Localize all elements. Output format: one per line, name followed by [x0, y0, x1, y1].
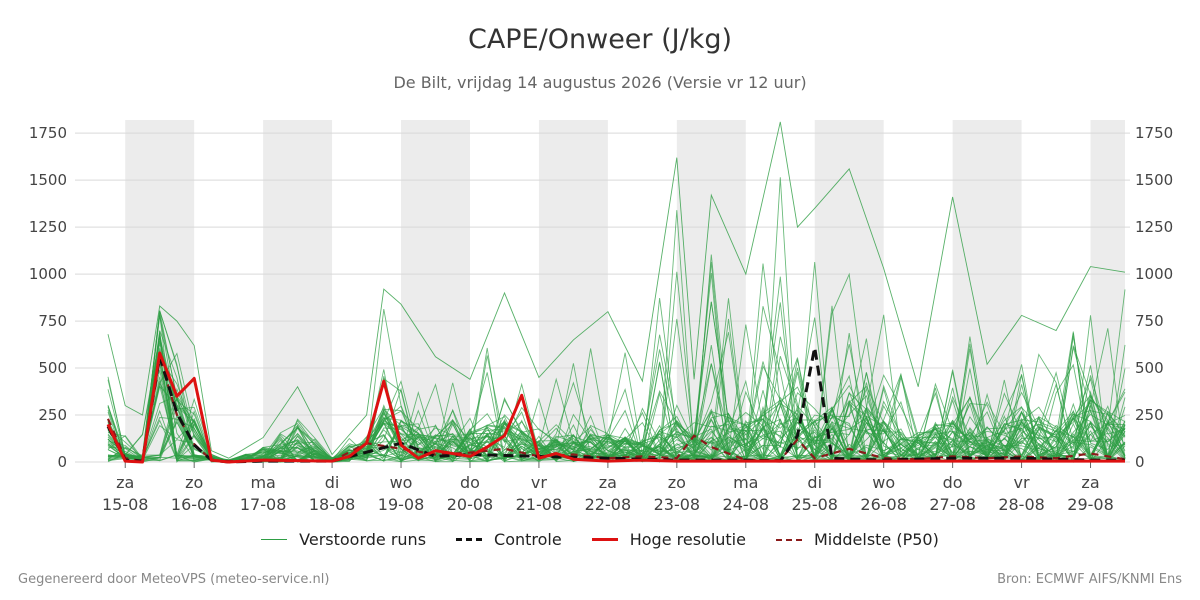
x-tick-day-2: ma	[250, 473, 275, 492]
footer-source: Bron: ECMWF AIFS/KNMI Ens	[997, 572, 1182, 587]
legend-label-ensemble: Verstoorde runs	[299, 530, 427, 549]
x-tick-date-12: 27-08	[929, 495, 976, 514]
y-tick-label-right-1: 250	[1135, 406, 1164, 424]
x-tick-day-6: vr	[531, 473, 547, 492]
y-tick-label-left-5: 1250	[29, 218, 67, 236]
legend-label-hires: Hoge resolutie	[629, 530, 746, 549]
y-tick-label-left-7: 1750	[29, 124, 67, 142]
y-tick-label-right-4: 1000	[1135, 265, 1173, 283]
x-tick-date-14: 29-08	[1067, 495, 1114, 514]
legend-swatch-ensemble	[261, 539, 288, 540]
x-tick-day-4: wo	[390, 473, 413, 492]
y-tick-label-right-6: 1500	[1135, 171, 1173, 189]
ensemble-member-32	[107, 317, 1126, 464]
x-tick-day-11: wo	[872, 473, 895, 492]
x-tick-day-12: do	[943, 473, 963, 492]
y-tick-label-right-0: 0	[1135, 453, 1145, 471]
chart-legend: Verstoorde runs Controle Hoge resolutie …	[0, 530, 1200, 549]
series-line-hoge-resolutie	[106, 351, 1125, 464]
x-tick-date-5: 20-08	[447, 495, 494, 514]
x-tick-day-3: di	[325, 473, 340, 492]
x-tick-day-13: vr	[1014, 473, 1030, 492]
legend-swatch-median	[775, 538, 802, 541]
legend-label-control: Controle	[494, 530, 562, 549]
legend-swatch-control	[456, 538, 483, 541]
legend-item-control[interactable]: Controle	[456, 530, 562, 549]
y-tick-label-right-3: 750	[1135, 312, 1164, 330]
footer-generator: Gegenereerd door MeteoVPS (meteo-service…	[18, 572, 330, 587]
x-tick-date-13: 28-08	[998, 495, 1045, 514]
y-tick-label-left-3: 750	[38, 312, 67, 330]
legend-item-median[interactable]: Middelste (P50)	[775, 530, 939, 549]
x-tick-date-2: 17-08	[240, 495, 287, 514]
x-tick-day-8: zo	[668, 473, 686, 492]
chart-subtitle: De Bilt, vrijdag 14 augustus 2026 (Versi…	[393, 73, 807, 92]
y-tick-label-left-0: 0	[57, 453, 67, 471]
x-tick-date-10: 25-08	[791, 495, 838, 514]
ensemble-member-peak	[107, 121, 1126, 459]
x-tick-date-6: 21-08	[516, 495, 563, 514]
weekend-band-1	[263, 120, 333, 462]
y-tick-label-left-4: 1000	[29, 265, 67, 283]
x-tick-date-11: 26-08	[860, 495, 907, 514]
x-tick-date-8: 23-08	[654, 495, 701, 514]
y-tick-label-left-1: 250	[38, 406, 67, 424]
y-tick-label-right-7: 1750	[1135, 124, 1173, 142]
x-tick-day-5: do	[460, 473, 480, 492]
x-tick-date-1: 16-08	[171, 495, 218, 514]
legend-item-ensemble[interactable]: Verstoorde runs	[261, 530, 426, 549]
x-tick-day-0: za	[116, 473, 134, 492]
ensemble-member-41	[107, 336, 1126, 464]
ensemble-member-46	[107, 338, 1126, 463]
legend-label-median: Middelste (P50)	[813, 530, 939, 549]
x-tick-date-9: 24-08	[723, 495, 770, 514]
ensemble-member-34	[107, 263, 1126, 462]
y-tick-label-left-2: 500	[38, 359, 67, 377]
y-tick-label-right-2: 500	[1135, 359, 1164, 377]
weekend-band-4	[676, 120, 746, 462]
x-tick-date-0: 15-08	[102, 495, 149, 514]
x-tick-day-9: ma	[733, 473, 758, 492]
legend-item-hires[interactable]: Hoge resolutie	[591, 530, 746, 549]
x-tick-day-14: za	[1081, 473, 1099, 492]
legend-swatch-hires	[591, 538, 618, 541]
series-line-middelste-p50-	[106, 355, 1126, 463]
weekend-band-3	[538, 120, 608, 462]
x-tick-date-3: 18-08	[309, 495, 356, 514]
y-tick-label-left-6: 1500	[29, 171, 67, 189]
y-tick-label-right-5: 1250	[1135, 218, 1173, 236]
ensemble-member-45	[107, 343, 1126, 463]
chart-title: CAPE/Onweer (J/kg)	[467, 24, 732, 55]
x-tick-day-10: di	[807, 473, 822, 492]
x-tick-day-1: zo	[185, 473, 203, 492]
ensemble-member-47	[107, 254, 1126, 463]
x-tick-day-7: za	[599, 473, 617, 492]
x-tick-date-4: 19-08	[378, 495, 425, 514]
x-tick-date-7: 22-08	[585, 495, 632, 514]
